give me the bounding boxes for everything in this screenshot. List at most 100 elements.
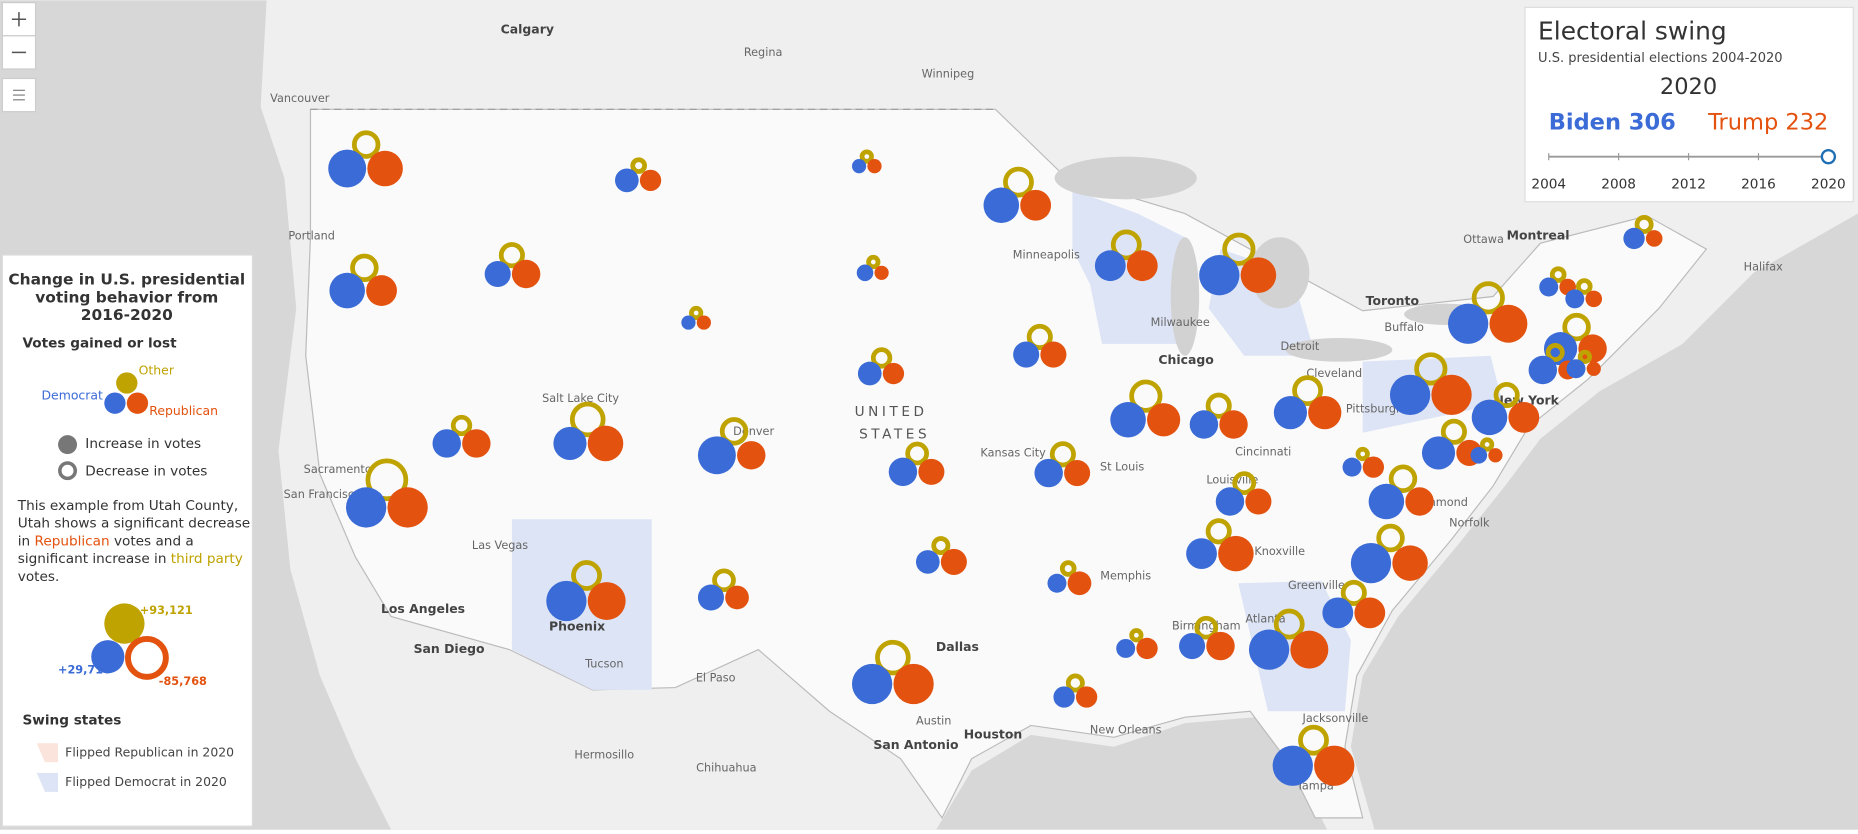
democrat-symbol: [546, 580, 587, 622]
other-symbol: [1471, 281, 1505, 315]
legend-title: Change in U.S. presidential: [8, 271, 245, 289]
legend-other-symbol: [116, 372, 138, 394]
candidate: Biden 306: [1549, 109, 1676, 135]
place: Las Vegas: [472, 539, 528, 552]
example-label: -85,768: [159, 675, 207, 688]
place: Chihuahua: [696, 762, 756, 775]
paragraph-line: in Republican votes and a: [18, 533, 194, 549]
zoom-in-button[interactable]: [1, 2, 37, 37]
place: Los Angeles: [381, 601, 465, 616]
democrat-symbol: [856, 264, 874, 282]
slider-tick-label: 2020: [1811, 177, 1846, 193]
other-symbol: [1355, 446, 1370, 462]
republican-symbol: [366, 275, 397, 306]
legend-label: Other: [139, 363, 175, 378]
other-symbol: [712, 568, 736, 593]
other-symbol: [1059, 560, 1077, 577]
legend-toggle-button[interactable]: [1, 77, 37, 113]
other-symbol: [1003, 166, 1034, 198]
democrat-symbol: [983, 187, 1020, 224]
place: Cleveland: [1306, 367, 1362, 380]
other-symbol: [1194, 615, 1219, 640]
republican-symbol: [1431, 374, 1472, 415]
swing-panel: Electoral swing U.S. presidential electi…: [1524, 6, 1854, 203]
other-symbol: [350, 253, 379, 283]
other-symbol: [1129, 379, 1163, 413]
example-republican-symbol: [125, 635, 169, 680]
republican-symbol: [1040, 341, 1067, 368]
democrat-symbol: [328, 149, 367, 188]
paragraph-segment: votes and a: [110, 533, 194, 549]
republican-symbol: [587, 425, 624, 462]
other-symbol: [870, 347, 893, 369]
legend-label: Flipped Democrat in 2020: [65, 774, 227, 789]
other-symbol: [1376, 523, 1405, 553]
other-symbol: [1634, 214, 1654, 234]
slider-tick-label: 2004: [1531, 177, 1566, 193]
panel-subtitle: U.S. presidential elections 2004-2020: [1538, 51, 1782, 66]
place-labels: Calgary Regina Winnipeg Vancouver Portla…: [270, 21, 1783, 792]
other-symbol: [1414, 352, 1448, 386]
panel-background: [1524, 6, 1854, 203]
legend-label: Decrease in votes: [85, 463, 207, 479]
swatch-flipped-democrat: [36, 772, 59, 792]
democrat-symbol: [1566, 359, 1586, 379]
zoom-out-button[interactable]: [1, 35, 37, 70]
democrat-symbol: [1389, 374, 1431, 415]
other-symbol: [630, 157, 647, 174]
other-symbol: [569, 401, 606, 438]
legend-panel: Change in U.S. presidential voting behav…: [1, 254, 253, 827]
legend-label: Democrat: [41, 388, 103, 403]
legend-background: [1, 254, 253, 827]
legend-democrat-symbol: [104, 392, 126, 414]
paragraph-line: significant increase in third party: [18, 551, 243, 567]
democrat-symbol: [1350, 542, 1392, 584]
republican-symbol: [940, 548, 967, 575]
place: Toronto: [1366, 293, 1420, 308]
country-label: UNITED: [855, 404, 928, 420]
democrat-symbol: [553, 426, 587, 461]
other-symbol: [859, 149, 874, 164]
democrat-symbol: [1094, 250, 1126, 282]
republican-symbol: [874, 265, 889, 280]
democrat-symbol: [1470, 446, 1488, 464]
paragraph-segment: votes.: [18, 569, 60, 585]
other-symbol: [498, 242, 525, 269]
place: Denver: [733, 425, 774, 438]
republican-symbol: [918, 458, 945, 485]
other-symbol: [365, 458, 409, 502]
place: Tucson: [584, 657, 623, 670]
democrat-symbol: [1471, 399, 1508, 436]
democrat-symbol: [1110, 401, 1146, 438]
place: Memphis: [1100, 570, 1151, 583]
other-symbol: [1440, 418, 1467, 445]
place: Winnipeg: [922, 67, 975, 80]
republican-symbol: [1489, 304, 1528, 343]
other-symbol: [875, 639, 911, 676]
republican-symbol: [387, 487, 428, 528]
other-symbol: [351, 130, 381, 159]
place: St Louis: [1100, 461, 1144, 474]
example-label: +93,121: [140, 604, 193, 617]
other-symbol: [1480, 437, 1495, 452]
place: Minneapolis: [1013, 249, 1080, 262]
republican-symbol: [1147, 403, 1181, 437]
democrat-symbol: [329, 272, 365, 309]
paragraph-segment: in: [18, 533, 35, 549]
democrat-symbol: [1186, 538, 1217, 570]
united-states: [305, 108, 1708, 820]
place: Portland: [288, 230, 335, 243]
country-label: STATES: [859, 427, 930, 443]
slider: 2004 2008 2012 2016 2020: [1531, 148, 1846, 193]
democrat-symbol: [1248, 629, 1290, 670]
republican-symbol: [737, 441, 766, 470]
place: Salt Lake City: [542, 392, 619, 405]
slider-handle[interactable]: [1820, 148, 1837, 165]
democrat-symbol: [1053, 686, 1075, 708]
other-symbol: [1340, 579, 1367, 606]
republican-symbol: [1585, 290, 1603, 308]
place: Norfolk: [1449, 516, 1490, 529]
republican-symbol: [893, 663, 934, 705]
democrat-symbol: [851, 159, 867, 174]
democrat-symbol: [1189, 410, 1219, 439]
